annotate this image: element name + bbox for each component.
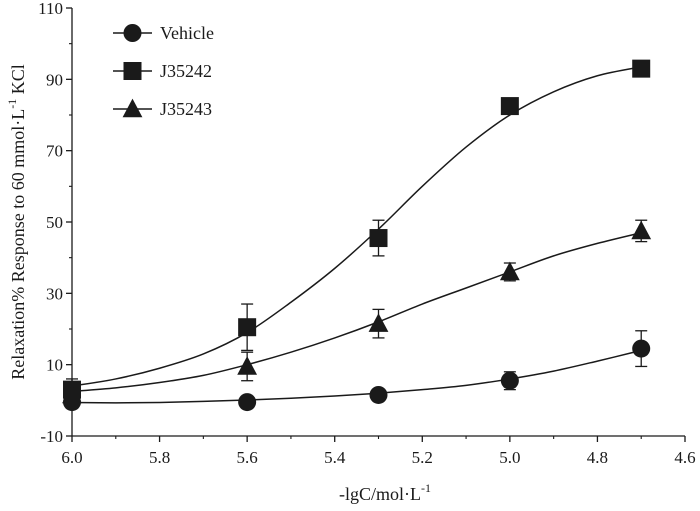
data-point-j35242 xyxy=(238,303,257,352)
data-point-j35243 xyxy=(62,384,82,404)
data-point-j35242 xyxy=(500,97,519,116)
marker-circle xyxy=(238,393,257,412)
marker-square xyxy=(500,97,519,116)
data-point-j35243 xyxy=(237,351,258,382)
y-tick-label: 70 xyxy=(46,142,63,161)
y-tick-label: 30 xyxy=(46,284,63,303)
fit-curves xyxy=(71,66,642,404)
legend-marker-triangle xyxy=(122,98,143,118)
x-axis-title: -lgC/mol·L-1 xyxy=(339,481,431,504)
marker-triangle xyxy=(499,261,520,281)
data-point-vehicle xyxy=(238,393,257,412)
data-point-j35243 xyxy=(631,219,652,243)
data-point-vehicle xyxy=(632,330,651,368)
data-point-j35242 xyxy=(369,219,388,257)
x-tick-label: 5.4 xyxy=(324,448,346,467)
y-axis-title: Relaxation% Response to 60 mmol·L-1 KCl xyxy=(5,64,28,379)
x-axis-title-superscript: -1 xyxy=(421,481,431,495)
fit-curve-vehicle xyxy=(71,349,642,404)
marker-circle xyxy=(632,339,651,358)
y-tick-label: 10 xyxy=(46,356,63,375)
data-point-j35242 xyxy=(632,59,651,78)
data-points xyxy=(62,59,652,412)
fit-curve-j35243 xyxy=(71,231,642,393)
legend-label: J35243 xyxy=(160,99,212,119)
marker-triangle xyxy=(237,356,258,375)
legend-item-vehicle: Vehicle xyxy=(113,23,214,43)
x-tick-label: 4.6 xyxy=(674,448,695,467)
legend-item-j35243: J35243 xyxy=(113,98,212,119)
legend-marker-square xyxy=(123,62,142,80)
marker-square xyxy=(238,318,257,337)
y-axis-title-tail: KCl xyxy=(8,64,28,99)
y-tick-label: 50 xyxy=(46,213,63,232)
marker-square xyxy=(369,229,388,248)
y-tick-label: 110 xyxy=(38,0,63,18)
marker-circle xyxy=(369,385,388,404)
data-point-vehicle xyxy=(500,371,519,391)
marker-triangle xyxy=(368,313,389,332)
x-tick-label: 6.0 xyxy=(61,448,82,467)
legend-label: J35242 xyxy=(160,61,212,81)
y-axis-title-superscript: -1 xyxy=(5,99,19,109)
x-tick-label: 4.8 xyxy=(587,448,608,467)
x-tick-label: 5.8 xyxy=(149,448,170,467)
axes: 6.0 5.8 5.6 5.4 5.2 5.0 4.8 4.6 -10 10 30 50 70 90 110 xyxy=(38,0,696,467)
legend: Vehicle J35242 J35243 xyxy=(113,23,214,119)
legend-label: Vehicle xyxy=(160,23,214,43)
data-point-j35243 xyxy=(499,261,520,282)
marker-circle xyxy=(500,371,519,390)
x-tick-label: 5.2 xyxy=(412,448,433,467)
marker-triangle xyxy=(62,384,82,404)
y-tick-label: 90 xyxy=(46,70,63,89)
y-tick-label: -10 xyxy=(40,427,63,446)
x-tick-label: 5.6 xyxy=(237,448,258,467)
fit-curve-j35242 xyxy=(71,66,642,387)
legend-item-j35242: J35242 xyxy=(113,61,212,81)
data-point-vehicle xyxy=(369,385,388,404)
data-point-j35243 xyxy=(368,308,389,339)
marker-triangle xyxy=(631,220,652,240)
legend-marker-circle xyxy=(123,24,142,42)
marker-square xyxy=(632,59,651,78)
x-tick-label: 5.0 xyxy=(499,448,520,467)
